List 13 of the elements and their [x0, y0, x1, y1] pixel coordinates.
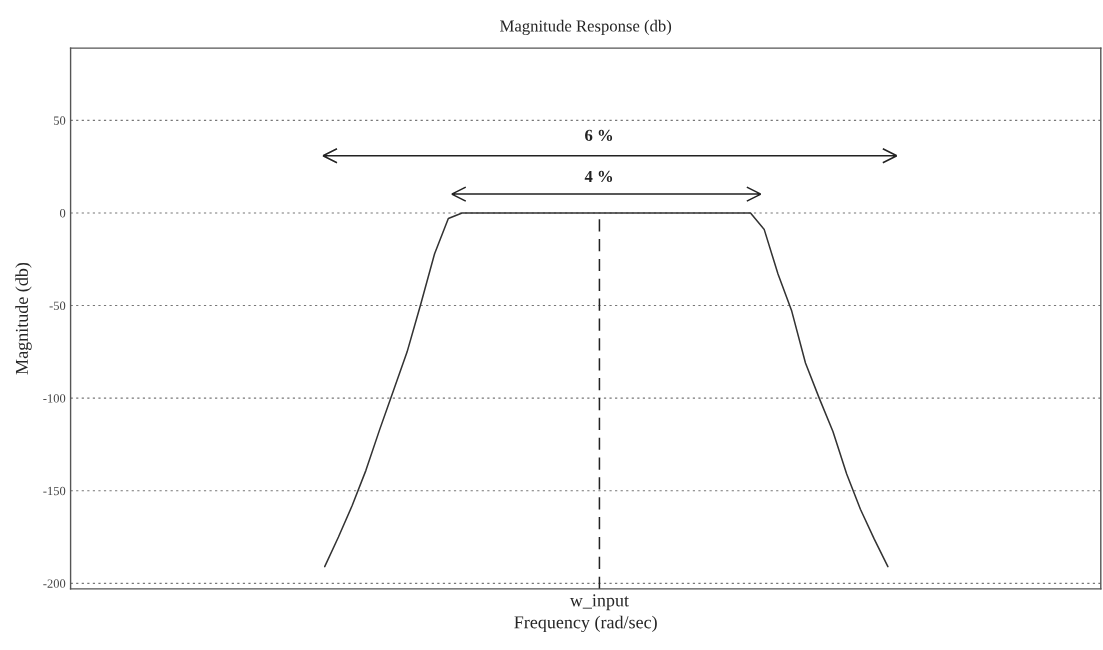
x-axis-title: Frequency (rad/sec): [514, 615, 657, 633]
y-tick-label: -50: [49, 301, 66, 310]
y-tick-label: -150: [43, 486, 66, 496]
y-axis-title: Magnitude (db): [15, 262, 32, 375]
annotation: 6 %: [585, 129, 613, 142]
y-tick-label: -100: [43, 394, 66, 403]
chart-title: Magnitude Response (db): [500, 19, 672, 36]
y-tick-label: 0: [59, 208, 66, 218]
line-series: [323, 212, 889, 568]
y-tick-label: -200: [43, 579, 66, 588]
annotation: 4 %: [584, 170, 613, 183]
y-tick-label: 50: [53, 116, 66, 125]
x-tick-label: w_input: [569, 594, 629, 611]
